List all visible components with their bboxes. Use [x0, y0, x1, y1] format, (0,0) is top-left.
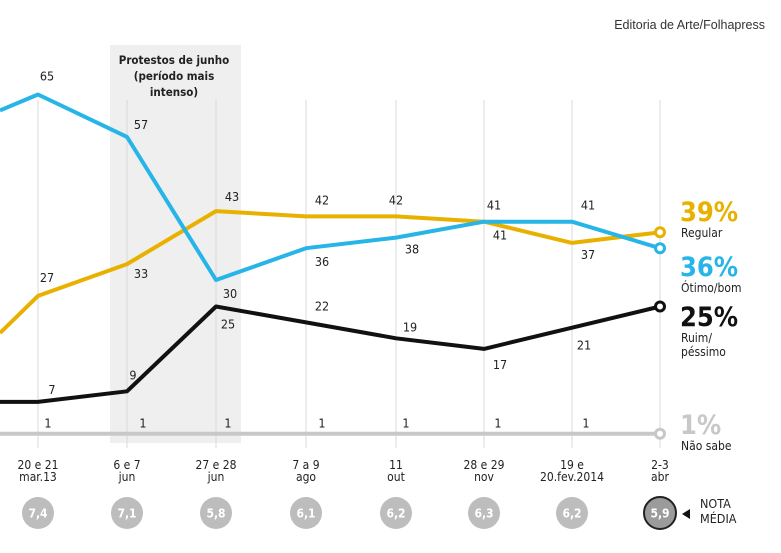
end-label-Ruim/péssimo: Ruim/ [681, 331, 712, 345]
nota-badge-value: 6,1 [296, 507, 315, 521]
x-tick-label: 20.fev.2014 [540, 470, 604, 484]
end-labels: 39%Regular 36%Ótimo/bom 25%Ruim/péssimo 1%N… [680, 197, 741, 453]
endpoint-Ótimo/bom [654, 242, 666, 255]
value-label: 65 [40, 69, 54, 84]
value-label: 9 [129, 367, 136, 382]
value-label: 36 [315, 254, 329, 269]
x-tick-label: abr [651, 470, 669, 484]
nota-badge [22, 497, 54, 529]
end-label-Não sabe: Não sabe [681, 439, 732, 453]
x-tick-label: 20 e 21 [18, 458, 59, 472]
value-label: 43 [225, 189, 239, 204]
nota-badge-value: 7,1 [117, 507, 136, 521]
x-tick-label: jun [118, 470, 136, 484]
nota-badge-value: 6,2 [386, 507, 405, 521]
line-Ótimo/bom [0, 92, 661, 282]
nota-badge-value: 5,8 [206, 507, 225, 521]
value-label: 41 [487, 198, 501, 213]
value-label: 27 [40, 270, 54, 285]
nota-badge-value: 5,9 [650, 507, 669, 521]
value-label: 1 [224, 416, 231, 431]
value-label: 57 [134, 117, 148, 132]
x-tick-label: 11 [389, 458, 403, 472]
nota-badge [556, 497, 588, 529]
value-label: 42 [389, 192, 403, 207]
end-percent-Regular: 39% [680, 197, 738, 228]
nota-pointer-icon [682, 509, 690, 519]
protest-annotation-line-1: Protestos de junho [119, 53, 230, 67]
value-label: 41 [581, 198, 595, 213]
value-label: 17 [493, 357, 507, 372]
x-tick-label: 7 a 9 [292, 458, 319, 472]
protest-annotation-line-3: intenso) [150, 85, 198, 99]
line-Regular [0, 209, 661, 335]
end-label-Ótimo/bom: Ótimo/bom [681, 280, 741, 295]
value-label: 1 [318, 416, 325, 431]
nota-badge [290, 497, 322, 529]
value-label: 41 [493, 228, 507, 243]
nota-label-line-2: MÉDIA [700, 511, 737, 526]
x-tick-label: 2-3 [651, 458, 669, 472]
nota-label-line-1: NOTA [700, 496, 731, 511]
value-label: 25 [221, 317, 235, 332]
nota-badge [468, 497, 500, 529]
value-label: 38 [405, 242, 419, 257]
value-label: 33 [134, 266, 148, 281]
end-percent-Ruim/péssimo: 25% [680, 302, 738, 333]
value-label: 1 [402, 416, 409, 431]
nota-badge-value: 7,4 [28, 507, 48, 521]
value-label: 42 [315, 192, 329, 207]
value-label: 37 [581, 247, 595, 262]
x-tick-label: 28 e 29 [464, 458, 505, 472]
x-tick-label: jun [207, 470, 225, 484]
end-label-Ruim/péssimo: péssimo [681, 345, 726, 359]
nota-badge [200, 497, 232, 529]
source-credit: Editoria de Arte/Folhapress [614, 18, 765, 32]
value-label: 21 [577, 338, 591, 353]
x-tick-label: nov [474, 470, 494, 484]
nota-badge [643, 496, 677, 530]
endpoint-Ruim/péssimo [654, 300, 666, 313]
endpoint-Não sabe [654, 427, 666, 440]
series-lines [0, 92, 666, 440]
end-label-Regular: Regular [681, 226, 723, 240]
value-label: 1 [139, 416, 146, 431]
x-tick-label: 19 e [560, 458, 584, 472]
nota-badge [111, 497, 143, 529]
x-tick-label: 27 e 28 [196, 458, 237, 472]
value-label: 7 [48, 382, 55, 397]
x-tick-label: out [387, 470, 405, 484]
value-label: 19 [403, 319, 417, 334]
value-label: 1 [582, 416, 589, 431]
gridlines [37, 100, 661, 448]
line-Ruim/péssimo [0, 304, 661, 404]
value-label: 1 [44, 416, 51, 431]
value-label: 30 [223, 286, 237, 301]
endpoint-Regular [654, 226, 666, 239]
protest-period-shading [110, 45, 241, 443]
nota-badge-value: 6,3 [474, 507, 493, 521]
x-tick-label: ago [296, 470, 316, 484]
end-percent-Não sabe: 1% [680, 410, 721, 441]
x-tick-label: mar.13 [19, 470, 57, 484]
x-tick-label: 6 e 7 [113, 458, 140, 472]
nota-media-badges: 7,4 7,1 5,8 6,1 6,2 6,3 6,2 5,9 [22, 496, 690, 530]
nota-badge [380, 497, 412, 529]
value-label: 22 [315, 298, 329, 313]
value-label: 1 [494, 416, 501, 431]
protest-annotation-line-2: (período mais [134, 69, 215, 83]
nota-badge-value: 6,2 [562, 507, 581, 521]
value-labels: 27 33 43 42 42 41 37 65 57 30 36 38 41 41 7 9 25 22 19 17 21… [40, 69, 595, 431]
end-percent-Ótimo/bom: 36% [680, 252, 738, 283]
